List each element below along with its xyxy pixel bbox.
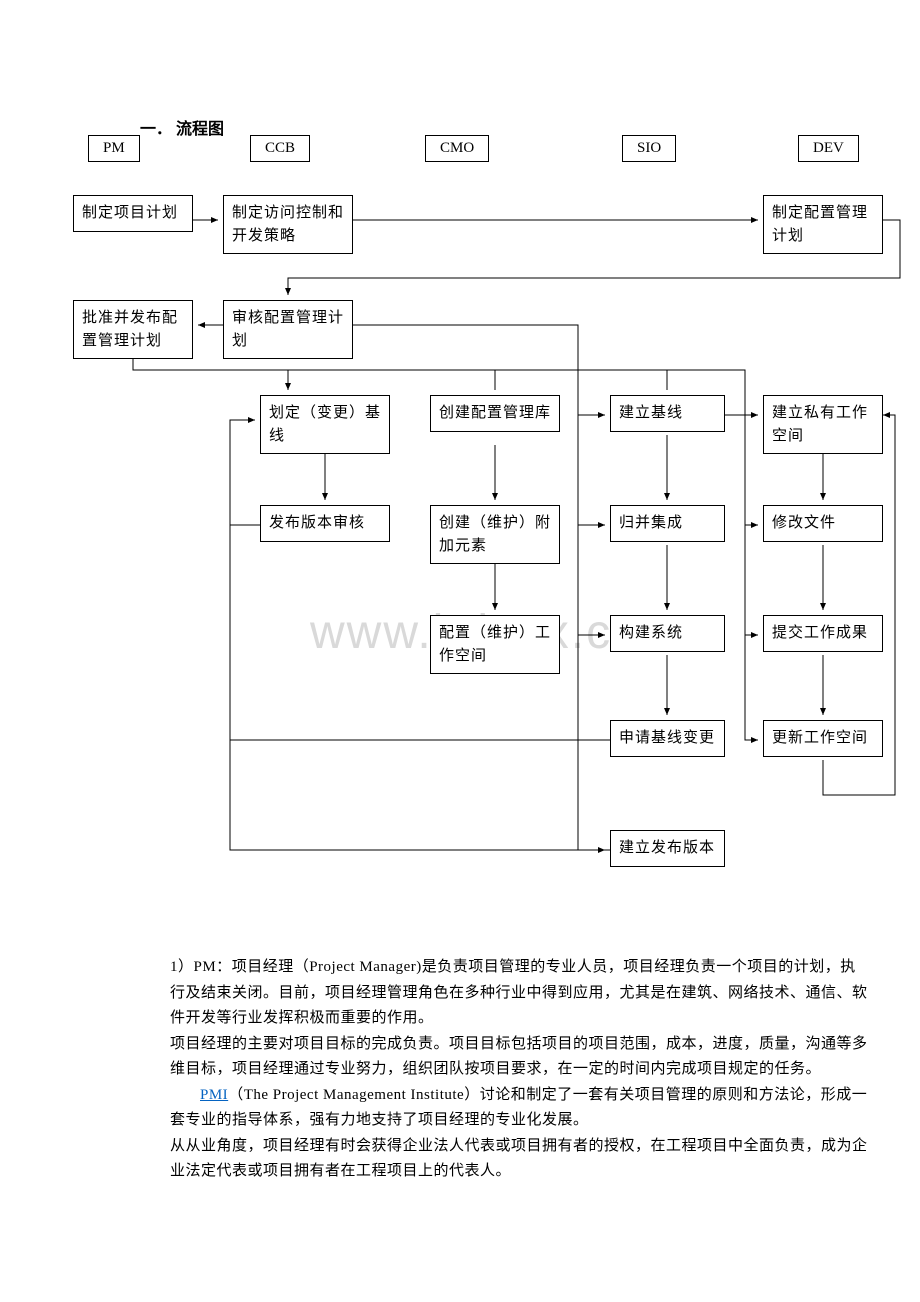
node-make-cm-plan: 制定配置管理计划 xyxy=(763,195,883,254)
role-ccb: CCB xyxy=(250,135,310,162)
node-create-cm-repo: 创建配置管理库 xyxy=(430,395,560,432)
pm-para-3: （The Project Management Institute）讨论和制定了… xyxy=(170,1087,867,1129)
role-cmo: CMO xyxy=(425,135,489,162)
body-text: 1）PM：项目经理（Project Manager)是负责项目管理的专业人员，项… xyxy=(170,955,870,1185)
node-establish-baseline: 建立基线 xyxy=(610,395,725,432)
node-modify-file: 修改文件 xyxy=(763,505,883,542)
node-define-baseline: 划定（变更）基线 xyxy=(260,395,390,454)
node-access-policy: 制定访问控制和开发策略 xyxy=(223,195,353,254)
node-review-cm-plan: 审核配置管理计划 xyxy=(223,300,353,359)
node-build-system: 构建系统 xyxy=(610,615,725,652)
node-private-workspace: 建立私有工作空间 xyxy=(763,395,883,454)
node-release-review: 发布版本审核 xyxy=(260,505,390,542)
node-update-workspace: 更新工作空间 xyxy=(763,720,883,757)
section-title: 一． 流程图 xyxy=(140,115,224,139)
pm-para-4: 从从业角度，项目经理有时会获得企业法人代表或项目拥有者的授权，在工程项目中全面负… xyxy=(170,1134,870,1185)
node-merge-integrate: 归并集成 xyxy=(610,505,725,542)
pm-para-1: 项目经理（Project Manager)是负责项目管理的专业人员，项目经理负责… xyxy=(170,959,868,1026)
pm-para-2: 项目经理的主要对项目目标的完成负责。项目目标包括项目的项目范围，成本，进度，质量… xyxy=(170,1032,870,1083)
pm-label: 1）PM： xyxy=(170,959,232,975)
diagram-canvas: 一． 流程图 PM CCB CMO SIO DEV www.bdocx.com … xyxy=(0,0,920,1302)
pmi-link[interactable]: PMI xyxy=(200,1087,228,1103)
role-sio: SIO xyxy=(622,135,676,162)
node-make-plan: 制定项目计划 xyxy=(73,195,193,232)
role-dev: DEV xyxy=(798,135,859,162)
node-config-workspace: 配置（维护）工作空间 xyxy=(430,615,560,674)
node-approve-cm-plan: 批准并发布配置管理计划 xyxy=(73,300,193,359)
node-request-baseline-change: 申请基线变更 xyxy=(610,720,725,757)
role-pm: PM xyxy=(88,135,140,162)
node-submit-work: 提交工作成果 xyxy=(763,615,883,652)
node-create-addons: 创建（维护）附加元素 xyxy=(430,505,560,564)
node-build-release: 建立发布版本 xyxy=(610,830,725,867)
